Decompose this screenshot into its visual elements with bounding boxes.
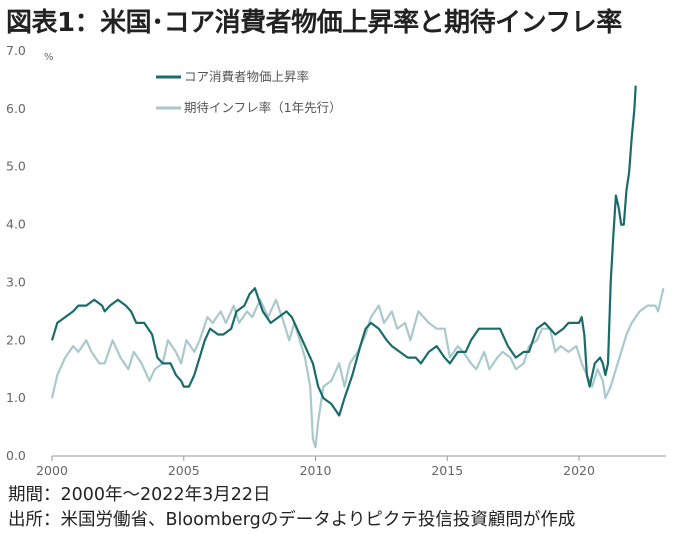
y-tick-label: 3.0 — [6, 274, 26, 289]
line-chart: 0.0 1.0 2.0 3.0 4.0 5.0 6.0 7.0 % 2000 2005 2010 201… — [6, 43, 666, 478]
y-unit-label: % — [44, 52, 54, 63]
x-tick-label: 2010 — [300, 463, 332, 478]
y-tick-label: 6.0 — [6, 101, 26, 116]
y-tick-label: 0.0 — [6, 448, 26, 463]
y-tick-label: 1.0 — [6, 390, 26, 405]
chart-title: 図表1：米国･コア消費者物価上昇率と期待インフレ率 — [6, 8, 622, 38]
series-line-expected-inflation — [50, 287, 665, 449]
source-note: 出所：米国労働省、Bloombergのデータよりピクテ投信投資顧問が作成 — [8, 510, 576, 530]
x-tick-label: 2005 — [168, 463, 200, 478]
y-tick-label: 7.0 — [6, 43, 26, 58]
y-tick-label: 5.0 — [6, 159, 26, 174]
period-note: 期間：2000年～2022年3月22日 — [8, 485, 271, 505]
series-line-core-cpi — [50, 85, 637, 417]
x-tick-label: 2020 — [563, 463, 595, 478]
chart-notes: 期間：2000年～2022年3月22日 出所：米国労働省、Bloombergのデ… — [8, 483, 575, 533]
legend-label-core-cpi: コア消費者物価上昇率 — [184, 69, 309, 84]
axes: 0.0 1.0 2.0 3.0 4.0 5.0 6.0 7.0 % 2000 2005 2010 201… — [6, 43, 666, 478]
y-tick-label: 4.0 — [6, 217, 26, 232]
series-lines — [50, 85, 665, 449]
legend-label-expected-inflation: 期待インフレ率（1年先行） — [184, 100, 342, 115]
x-tick-label: 2000 — [36, 463, 68, 478]
x-tick-label: 2015 — [431, 463, 463, 478]
y-tick-label: 2.0 — [6, 332, 26, 347]
